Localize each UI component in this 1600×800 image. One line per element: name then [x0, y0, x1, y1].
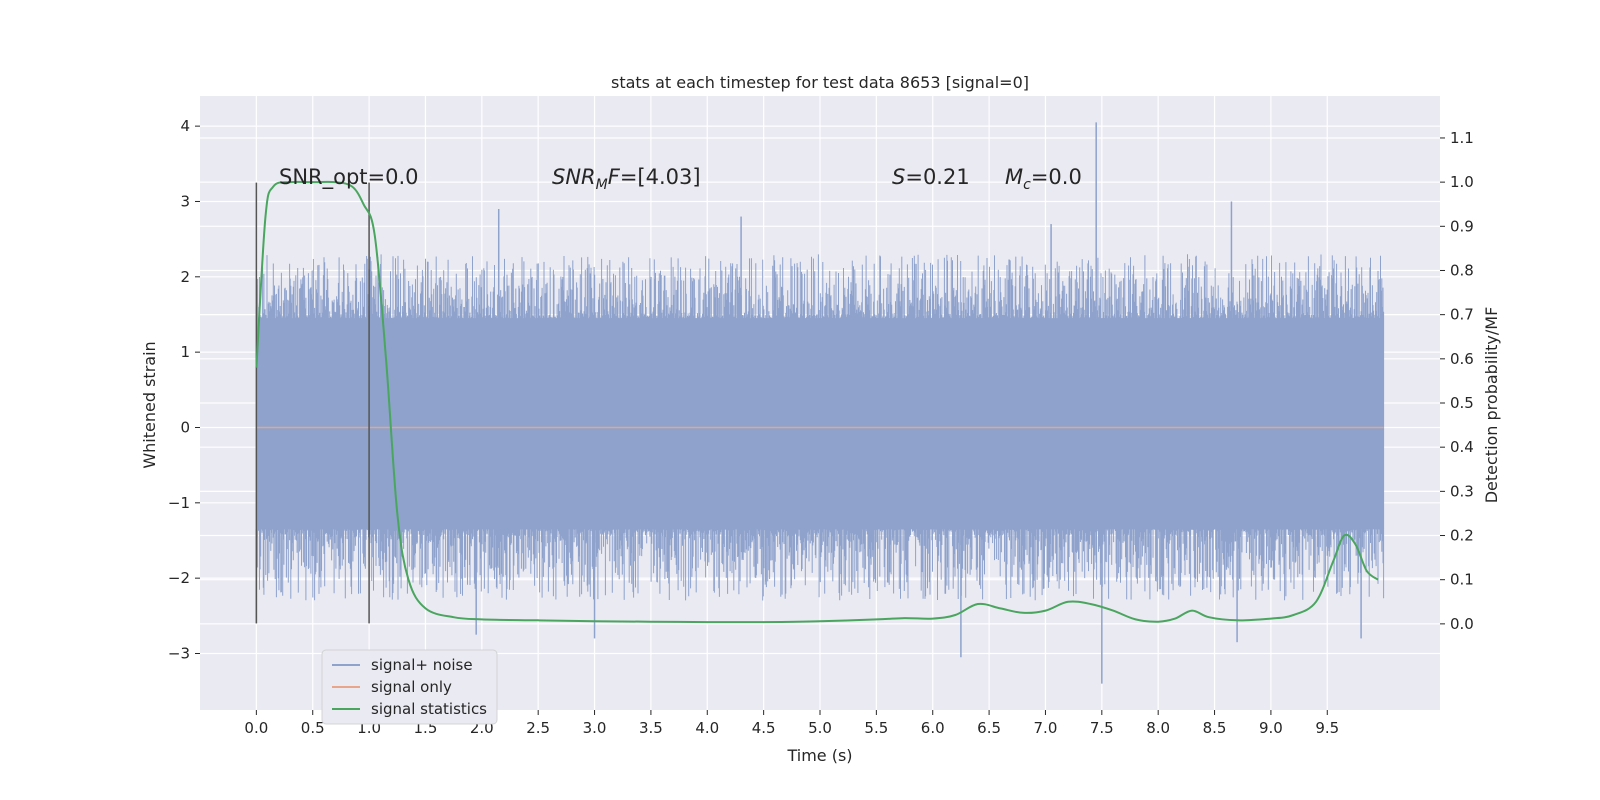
x-tick-label-17: 8.5: [1203, 719, 1227, 737]
x-axis-label: Time (s): [786, 746, 852, 765]
annotation-s-value: =0.21: [905, 165, 969, 189]
y-tick-label-0: −3: [168, 644, 190, 662]
y2-tick-label-8: 0.8: [1450, 261, 1474, 279]
x-tick-label-14: 7.0: [1034, 719, 1058, 737]
x-tick-label-12: 6.0: [921, 719, 945, 737]
signal-statistics-line: [255, 180, 1379, 624]
signal-statistics-series: [255, 180, 1379, 624]
legend-box: [321, 649, 498, 725]
annotation-s: S=0.21: [892, 165, 970, 189]
y-tick-label-1: −2: [168, 569, 190, 587]
y2-axis-label: Detection probability/MF: [1482, 307, 1501, 504]
x-tick-label-11: 5.5: [864, 719, 888, 737]
x-tick-label-1: 0.5: [301, 719, 325, 737]
y2-tick-label-3: 0.3: [1450, 482, 1474, 500]
x-tick-label-0: 0.0: [244, 719, 268, 737]
x-tick-label-10: 5.0: [808, 719, 832, 737]
legend: signal+ noise signal only signal statist…: [321, 649, 498, 725]
annotation-mc-value: =0.0: [1031, 165, 1082, 189]
y-tick-label-7: 4: [180, 117, 190, 135]
y-tick-label-6: 3: [180, 192, 190, 210]
legend-label-noise: signal+ noise: [371, 656, 473, 674]
y-tick-label-5: 2: [180, 268, 190, 286]
x-tick-label-6: 3.0: [583, 719, 607, 737]
annotation-mc: Mc=0.0: [1005, 165, 1082, 193]
y-tick-label-3: 0: [180, 418, 190, 436]
chart-title: stats at each timestep for test data 865…: [611, 73, 1029, 92]
y2-tick-label-6: 0.6: [1450, 350, 1474, 368]
y-axis-ticks: −3 −2 −1 0 1 2 3 4: [168, 117, 200, 662]
x-tick-label-19: 9.5: [1315, 719, 1339, 737]
legend-label-stats: signal statistics: [371, 700, 487, 718]
x-tick-label-7: 3.5: [639, 719, 663, 737]
x-tick-label-18: 9.0: [1259, 719, 1283, 737]
y-tick-label-4: 1: [180, 343, 190, 361]
y2-tick-label-11: 1.1: [1450, 129, 1474, 147]
noise-series-signal-plus-noise: [255, 122, 1385, 684]
y2-tick-label-1: 0.1: [1450, 571, 1474, 589]
y2-tick-label-0: 0.0: [1450, 615, 1474, 633]
annotation-snr-mf-value: =[4.03]: [620, 165, 701, 189]
legend-label-signal: signal only: [371, 678, 452, 696]
y2-axis-ticks: 0.0 0.1 0.2 0.3 0.4 0.5 0.6 0.7 0.8 0.9 1.0 1.1: [1440, 129, 1474, 633]
x-tick-label-16: 8.0: [1146, 719, 1170, 737]
annotation-snr-mf: SNRMF=[4.03]: [552, 165, 701, 193]
annotation-snr-opt: SNR_opt=0.0: [279, 165, 419, 190]
y2-tick-label-9: 0.9: [1450, 217, 1474, 235]
x-tick-label-15: 7.5: [1090, 719, 1114, 737]
x-tick-label-5: 2.5: [526, 719, 550, 737]
y2-tick-label-4: 0.4: [1450, 438, 1474, 456]
x-tick-label-8: 4.0: [695, 719, 719, 737]
y2-tick-label-5: 0.5: [1450, 394, 1474, 412]
y-axis-label: Whitened strain: [140, 341, 159, 468]
y2-tick-label-2: 0.2: [1450, 527, 1474, 545]
x-tick-label-9: 4.5: [752, 719, 776, 737]
y2-tick-label-10: 1.0: [1450, 173, 1474, 191]
marker-lines: [255, 182, 370, 624]
x-tick-label-13: 6.5: [977, 719, 1001, 737]
y-tick-label-2: −1: [168, 494, 190, 512]
x-axis-ticks: 0.0 0.5 1.0 1.5 2.0 2.5 3.0 3.5 4.0 4.5 5.0 5.5 6.0 6…: [244, 710, 1339, 737]
y2-tick-label-7: 0.7: [1450, 306, 1474, 324]
